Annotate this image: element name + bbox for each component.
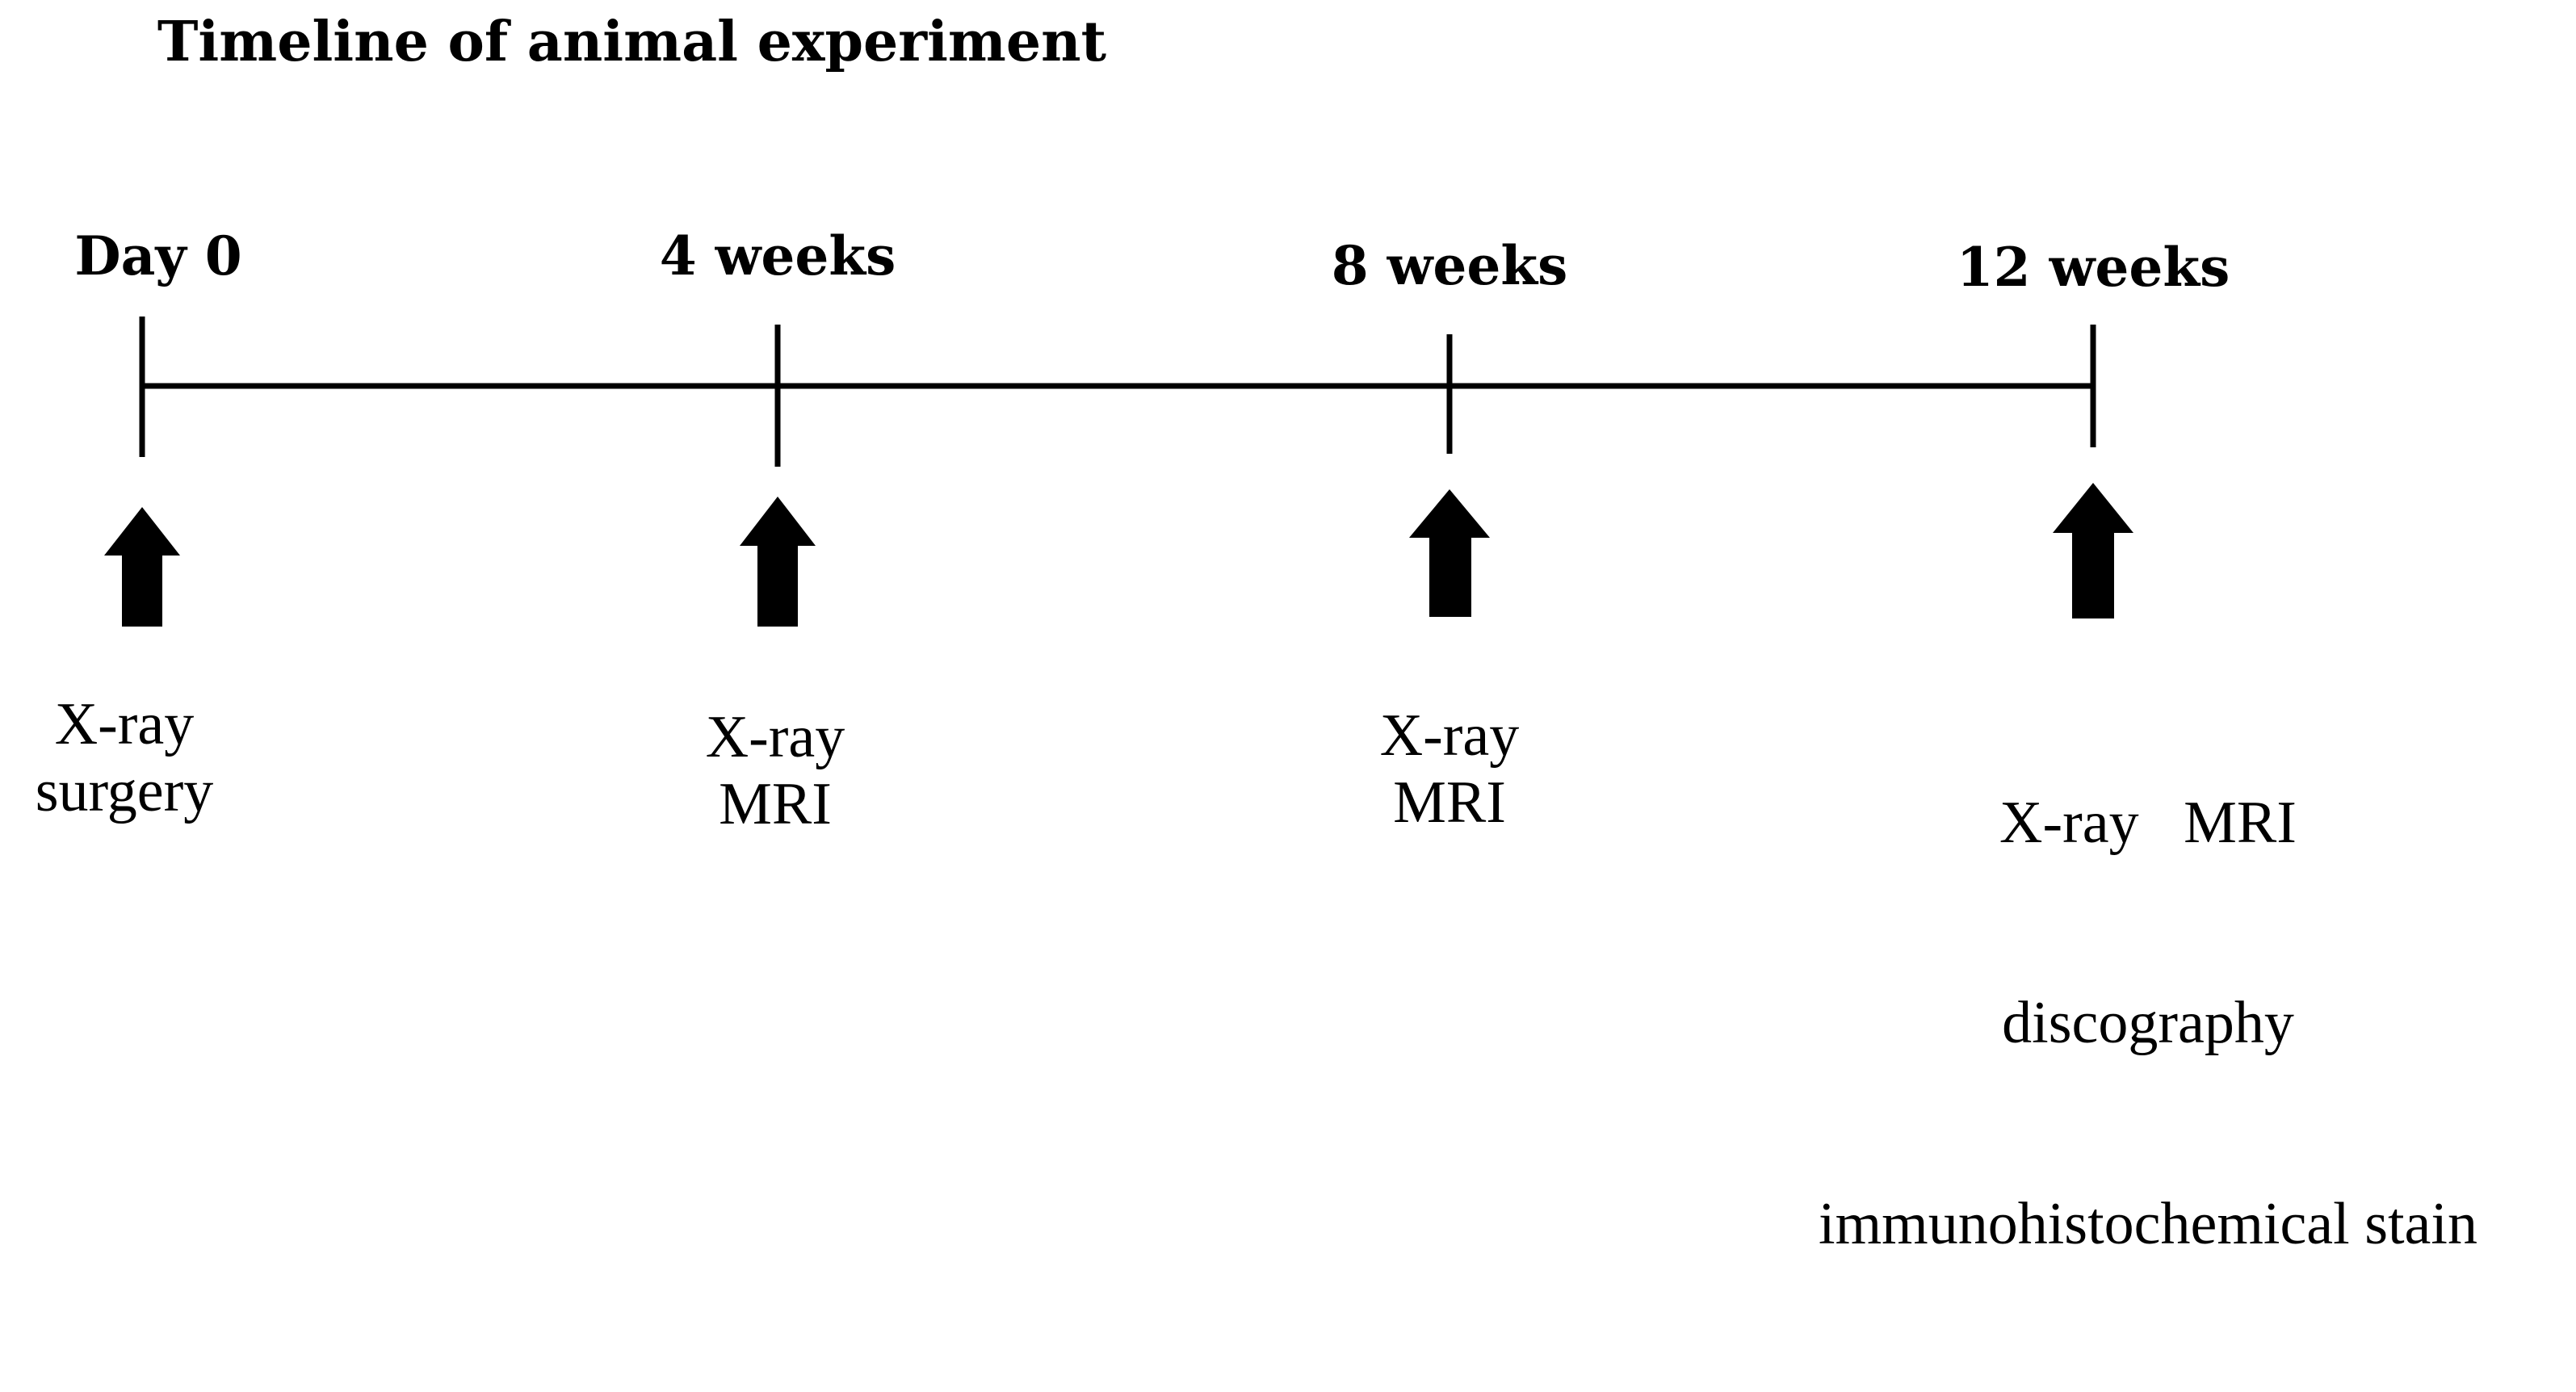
note-line: surgery <box>35 757 214 824</box>
arrow-up-icon <box>1409 489 1490 617</box>
note-line: X-ray <box>1379 702 1520 769</box>
timepoint-label-8-weeks: 8 weeks <box>1331 234 1568 297</box>
timeline-diagram: Timeline of animal experiment Day 0 4 we… <box>36 10 2477 1257</box>
note-line: X-ray <box>705 704 845 770</box>
timepoint-notes-12-weeks: X-ray MRI discography immunohistochemica… <box>1819 656 2477 1392</box>
timepoint-notes-4-weeks: X-ray MRI <box>706 704 845 838</box>
note-line: immunohistochemical stain <box>1819 1191 2477 1257</box>
timeline-graphic <box>104 317 2133 627</box>
timepoint-notes-day-0: X-ray surgery <box>36 691 214 825</box>
note-line: MRI <box>1393 769 1506 836</box>
timepoint-label-day-0: Day 0 <box>74 224 242 287</box>
note-line: MRI <box>719 770 832 837</box>
arrow-up-icon <box>740 497 816 627</box>
note-line: X-ray MRI <box>1999 789 2297 856</box>
note-line: X-ray <box>54 691 195 757</box>
arrow-up-icon <box>104 507 180 627</box>
timepoint-label-4-weeks: 4 weeks <box>659 224 896 287</box>
timepoint-notes-8-weeks: X-ray MRI <box>1380 702 1520 836</box>
timepoint-label-12-weeks: 12 weeks <box>1956 236 2230 299</box>
arrow-up-icon <box>2053 483 2133 618</box>
diagram-title: Timeline of animal experiment <box>157 10 1106 74</box>
note-line: discography <box>2002 990 2294 1057</box>
